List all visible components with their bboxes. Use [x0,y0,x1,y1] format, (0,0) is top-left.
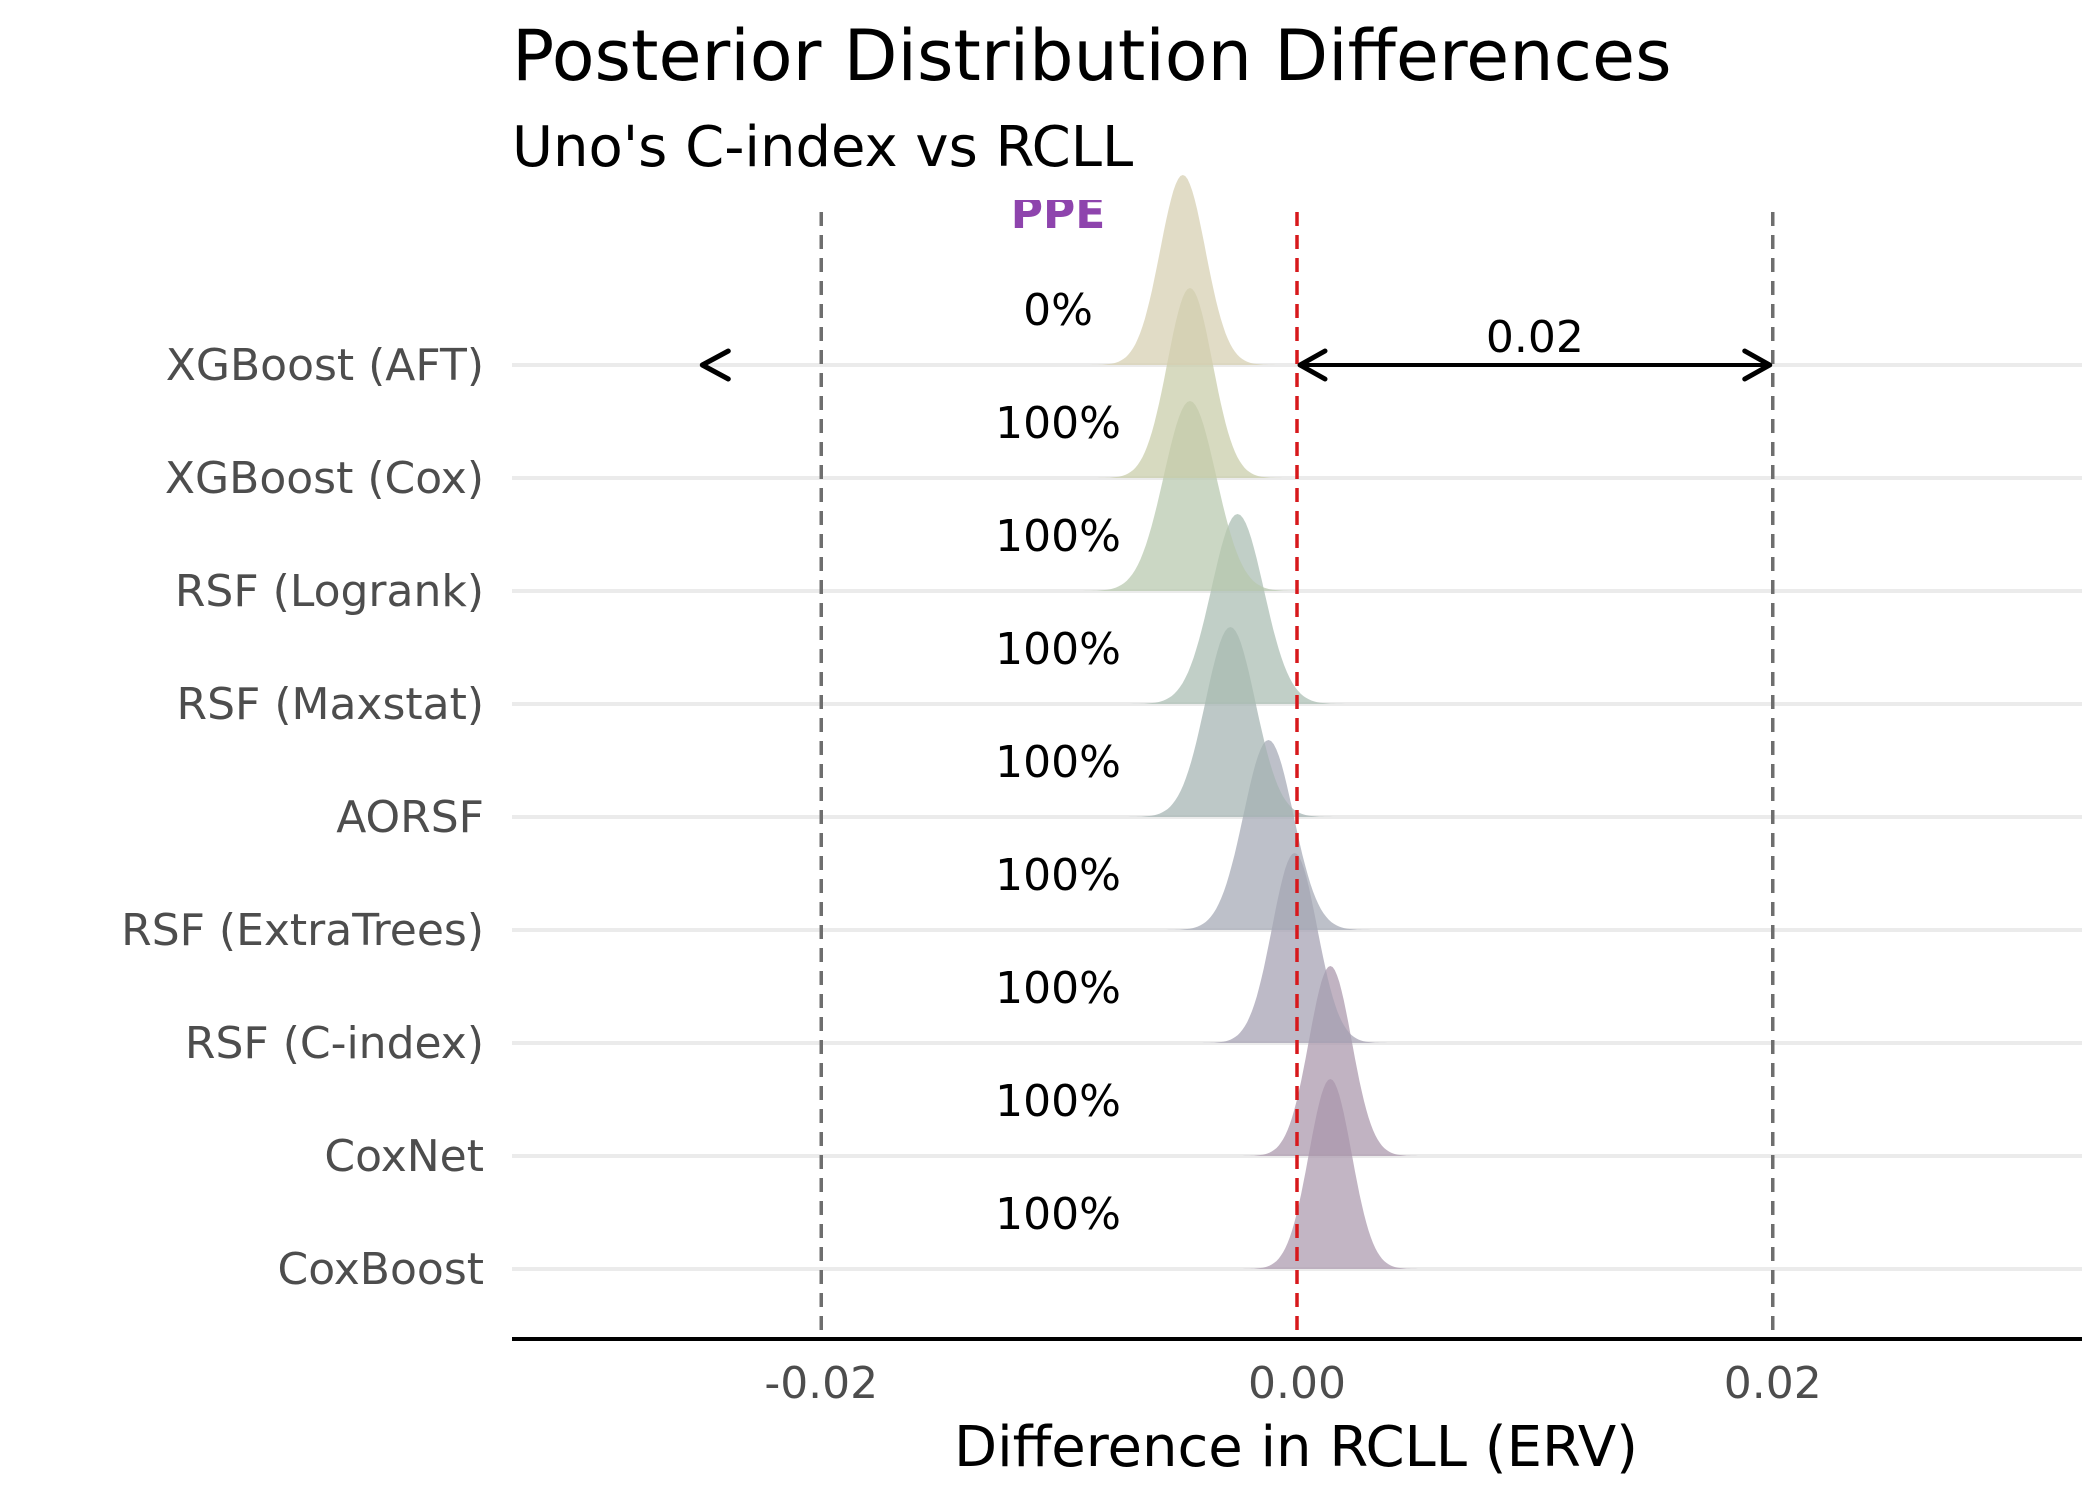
probability-label: 100% [995,850,1121,901]
chart-title: Posterior Distribution Differences [512,15,1672,97]
category-label: CoxBoost [277,1244,484,1295]
density-ridge [1127,514,1348,704]
x-tick-label: 0.02 [1724,1358,1822,1409]
density-ridges [1080,175,1421,1269]
category-label: XGBoost (Cox) [165,453,484,504]
density-ridge [1199,853,1390,1043]
chart-subtitle: Uno's C-index vs RCLL [512,115,1133,180]
x-tick-label: 0.00 [1248,1358,1346,1409]
probability-label: 100% [995,511,1121,562]
x-axis-label: Difference in RCLL (ERV) [954,1415,1638,1480]
reference-lines [819,212,1775,1339]
category-label: RSF (Maxstat) [177,679,484,730]
ppe-label: PPE [1011,188,1106,239]
probability-label: 100% [995,624,1121,675]
density-ridge [1095,288,1285,478]
category-labels: XGBoost (AFT) XGBoost (Cox) RSF (Logrank) R… [121,340,484,1295]
range-arrow-head-right [1742,348,1773,382]
annotations: 0% 100% 100% 100% 100% 100% 100% 100% 100% PPE 0.0… [699,188,1773,1240]
probability-label: 0% [1023,285,1093,336]
category-label: XGBoost (AFT) [166,340,484,391]
density-ridge [1080,401,1300,591]
density-ridge [1087,175,1278,365]
x-axis: -0.02 0.00 0.02 [512,1337,2082,1409]
density-ridge [1125,627,1336,817]
left-arrow-head [699,348,731,382]
range-arrow-label: 0.02 [1486,312,1584,363]
density-ridge [1240,966,1421,1156]
category-label: AORSF [336,792,484,843]
category-label: CoxNet [324,1131,484,1182]
density-ridge [1163,740,1374,930]
probability-label: 100% [995,1076,1121,1127]
density-ridge [1240,1079,1421,1269]
x-tick-label: -0.02 [764,1358,878,1409]
category-label: RSF (Logrank) [175,566,484,617]
probability-label: 100% [995,1189,1121,1240]
probability-label: 100% [995,963,1121,1014]
range-arrow-head-left [1297,348,1328,382]
probability-label: 100% [995,398,1121,449]
probability-label: 100% [995,737,1121,788]
category-label: RSF (C-index) [185,1018,484,1069]
category-label: RSF (ExtraTrees) [121,905,484,956]
